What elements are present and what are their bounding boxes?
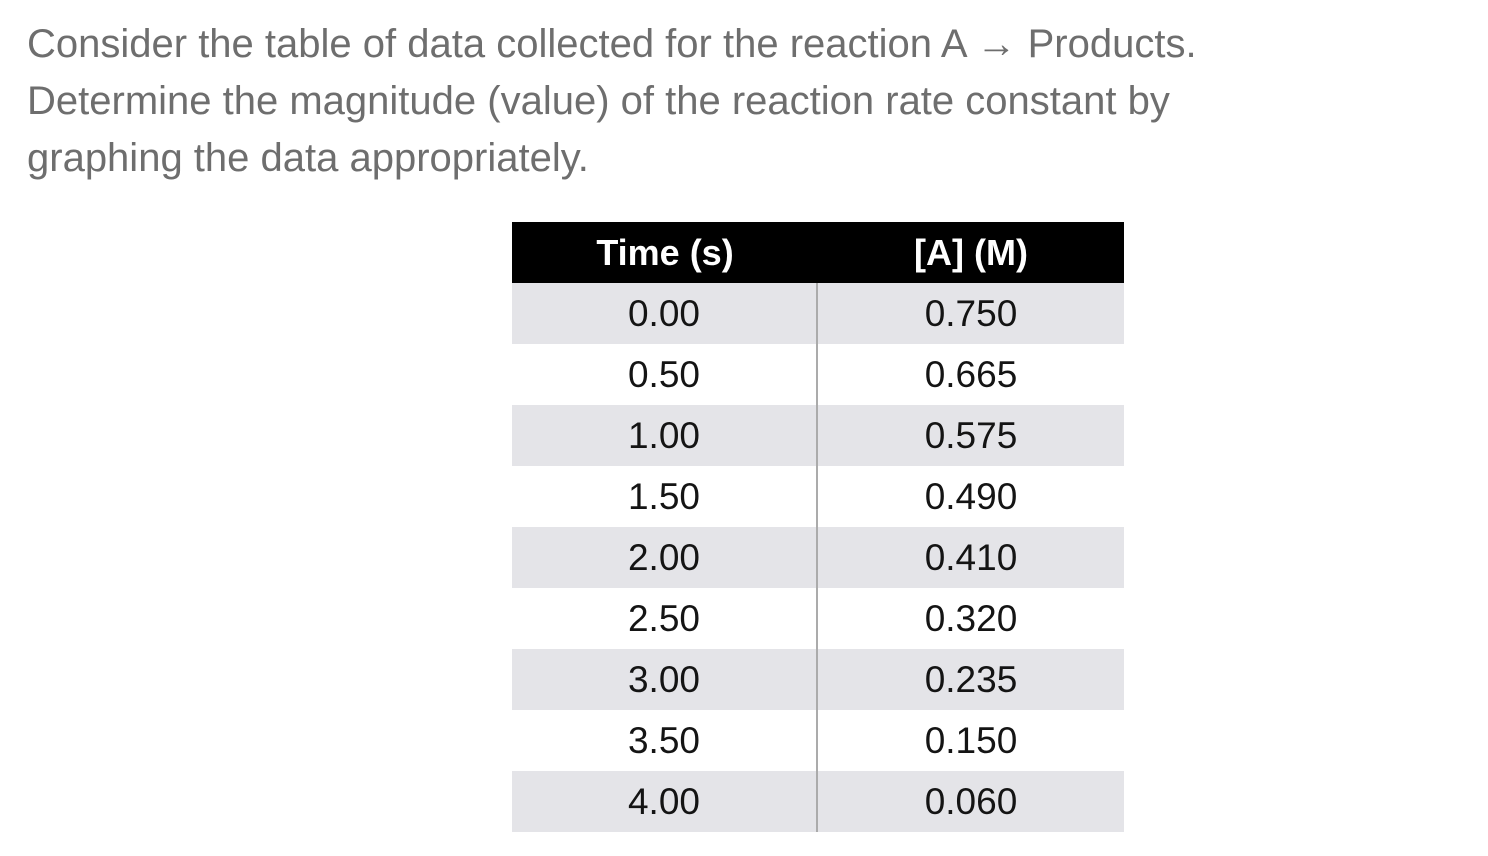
cell-time: 1.00 [512,405,818,466]
data-table: Time (s) [A] (M) 0.00 0.750 0.50 0.665 1.00 0… [512,222,1124,832]
cell-concentration: 0.665 [924,354,1018,395]
table-row: 2.00 0.410 [512,527,1124,588]
column-header-concentration: [A] (M) [914,232,1028,273]
cell-time: 3.50 [512,710,818,771]
question-text: Consider the table of data collected for… [27,16,1487,187]
cell-time: 0.50 [512,344,818,405]
cell-time: 1.50 [512,466,818,527]
cell-concentration: 0.490 [924,476,1018,517]
table-row: 1.50 0.490 [512,466,1124,527]
cell-time: 4.00 [512,771,818,832]
table-row: 3.50 0.150 [512,710,1124,771]
cell-concentration: 0.410 [924,537,1018,578]
table-row: 3.00 0.235 [512,649,1124,710]
cell-time: 2.00 [512,527,818,588]
table-row: 1.00 0.575 [512,405,1124,466]
cell-time: 0.00 [512,283,818,344]
question-line-2: Determine the magnitude (value) of the r… [27,79,1170,123]
question-line-3: graphing the data appropriately. [27,136,589,180]
question-line-1: Consider the table of data collected for… [27,22,1197,66]
table-header-row: Time (s) [A] (M) [512,222,1124,283]
cell-concentration: 0.150 [924,720,1018,761]
cell-concentration: 0.060 [924,781,1018,822]
cell-concentration: 0.750 [924,293,1018,334]
cell-concentration: 0.320 [924,598,1018,639]
table-body: 0.00 0.750 0.50 0.665 1.00 0.575 1.50 0.490 2.00… [512,283,1124,832]
column-header-time: Time (s) [596,232,734,273]
cell-time: 3.00 [512,649,818,710]
cell-concentration: 0.235 [924,659,1018,700]
cell-time: 2.50 [512,588,818,649]
table-row: 0.00 0.750 [512,283,1124,344]
table-row: 4.00 0.060 [512,771,1124,832]
cell-concentration: 0.575 [924,415,1018,456]
table-row: 0.50 0.665 [512,344,1124,405]
table-row: 2.50 0.320 [512,588,1124,649]
